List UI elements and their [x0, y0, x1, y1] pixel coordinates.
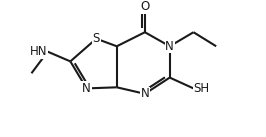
- Text: N: N: [82, 82, 91, 95]
- Text: SH: SH: [193, 82, 210, 95]
- Text: S: S: [93, 32, 100, 45]
- Text: N: N: [140, 87, 149, 100]
- Text: N: N: [165, 40, 174, 53]
- Text: O: O: [140, 0, 149, 13]
- Text: HN: HN: [30, 45, 48, 58]
